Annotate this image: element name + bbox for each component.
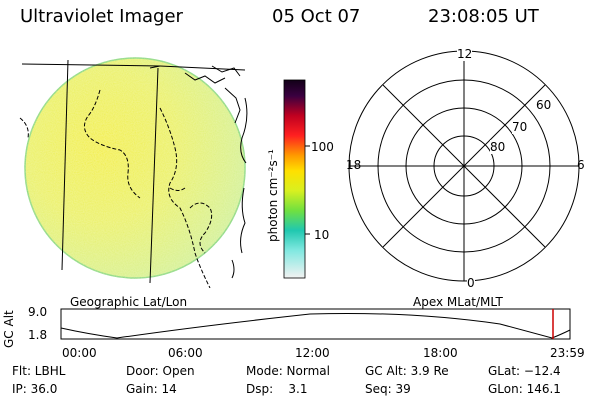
- x-tick-2359: 23:59: [550, 346, 585, 360]
- earth-disk: [24, 57, 246, 279]
- info-door: Door: Open: [126, 364, 195, 378]
- orbit-y-label: GC Alt: [2, 310, 16, 348]
- info-mode: Mode: Normal: [246, 364, 330, 378]
- x-tick-0000: 00:00: [62, 346, 97, 360]
- orbit-altitude-plot: [60, 308, 571, 340]
- mlt-0-label: 0: [467, 276, 475, 290]
- info-flt: Flt: LBHL: [12, 364, 66, 378]
- info-glon: GLon: 146.1: [488, 382, 561, 396]
- colorbar: [283, 79, 310, 279]
- latlon-grid: [21, 59, 246, 284]
- x-tick-1800: 18:00: [423, 346, 458, 360]
- mlt-12-label: 12: [457, 47, 473, 61]
- app-title: Ultraviolet Imager: [20, 6, 183, 27]
- info-gain: Gain: 14: [126, 382, 177, 396]
- date-label: 05 Oct 07: [272, 6, 361, 27]
- colorbar-unit-label: photon cm⁻²s⁻¹: [266, 149, 280, 242]
- orbit-y-bottom: 1.8: [28, 328, 48, 342]
- orbit-y-top: 9.0: [28, 305, 48, 319]
- uv-image-panel: [19, 57, 248, 288]
- x-tick-0600: 06:00: [168, 346, 203, 360]
- lat-80-label: 80: [490, 140, 506, 154]
- mlt-18-label: 18: [346, 158, 362, 172]
- colorbar-tick-100: 100: [311, 140, 334, 154]
- x-tick-1200: 12:00: [295, 346, 330, 360]
- info-dsp: Dsp: 3.1: [246, 382, 308, 396]
- outer-coastlines: [184, 65, 248, 279]
- info-ip: IP: 36.0: [12, 382, 58, 396]
- lat-60-label: 60: [536, 98, 552, 112]
- time-label: 23:08:05 UT: [428, 6, 539, 27]
- mlt-6-label: 6: [577, 158, 585, 172]
- colorbar-tick-10: 10: [314, 228, 330, 242]
- info-gc-alt: GC Alt: 3.9 Re: [365, 364, 449, 378]
- coastlines: [19, 89, 213, 288]
- info-seq: Seq: 39: [365, 382, 411, 396]
- lat-70-label: 70: [512, 120, 528, 134]
- polar-plot: [348, 50, 580, 282]
- info-glat: GLat: −12.4: [488, 364, 561, 378]
- apex-label: Apex MLat/MLT: [413, 295, 503, 309]
- geographic-label: Geographic Lat/Lon: [70, 295, 188, 309]
